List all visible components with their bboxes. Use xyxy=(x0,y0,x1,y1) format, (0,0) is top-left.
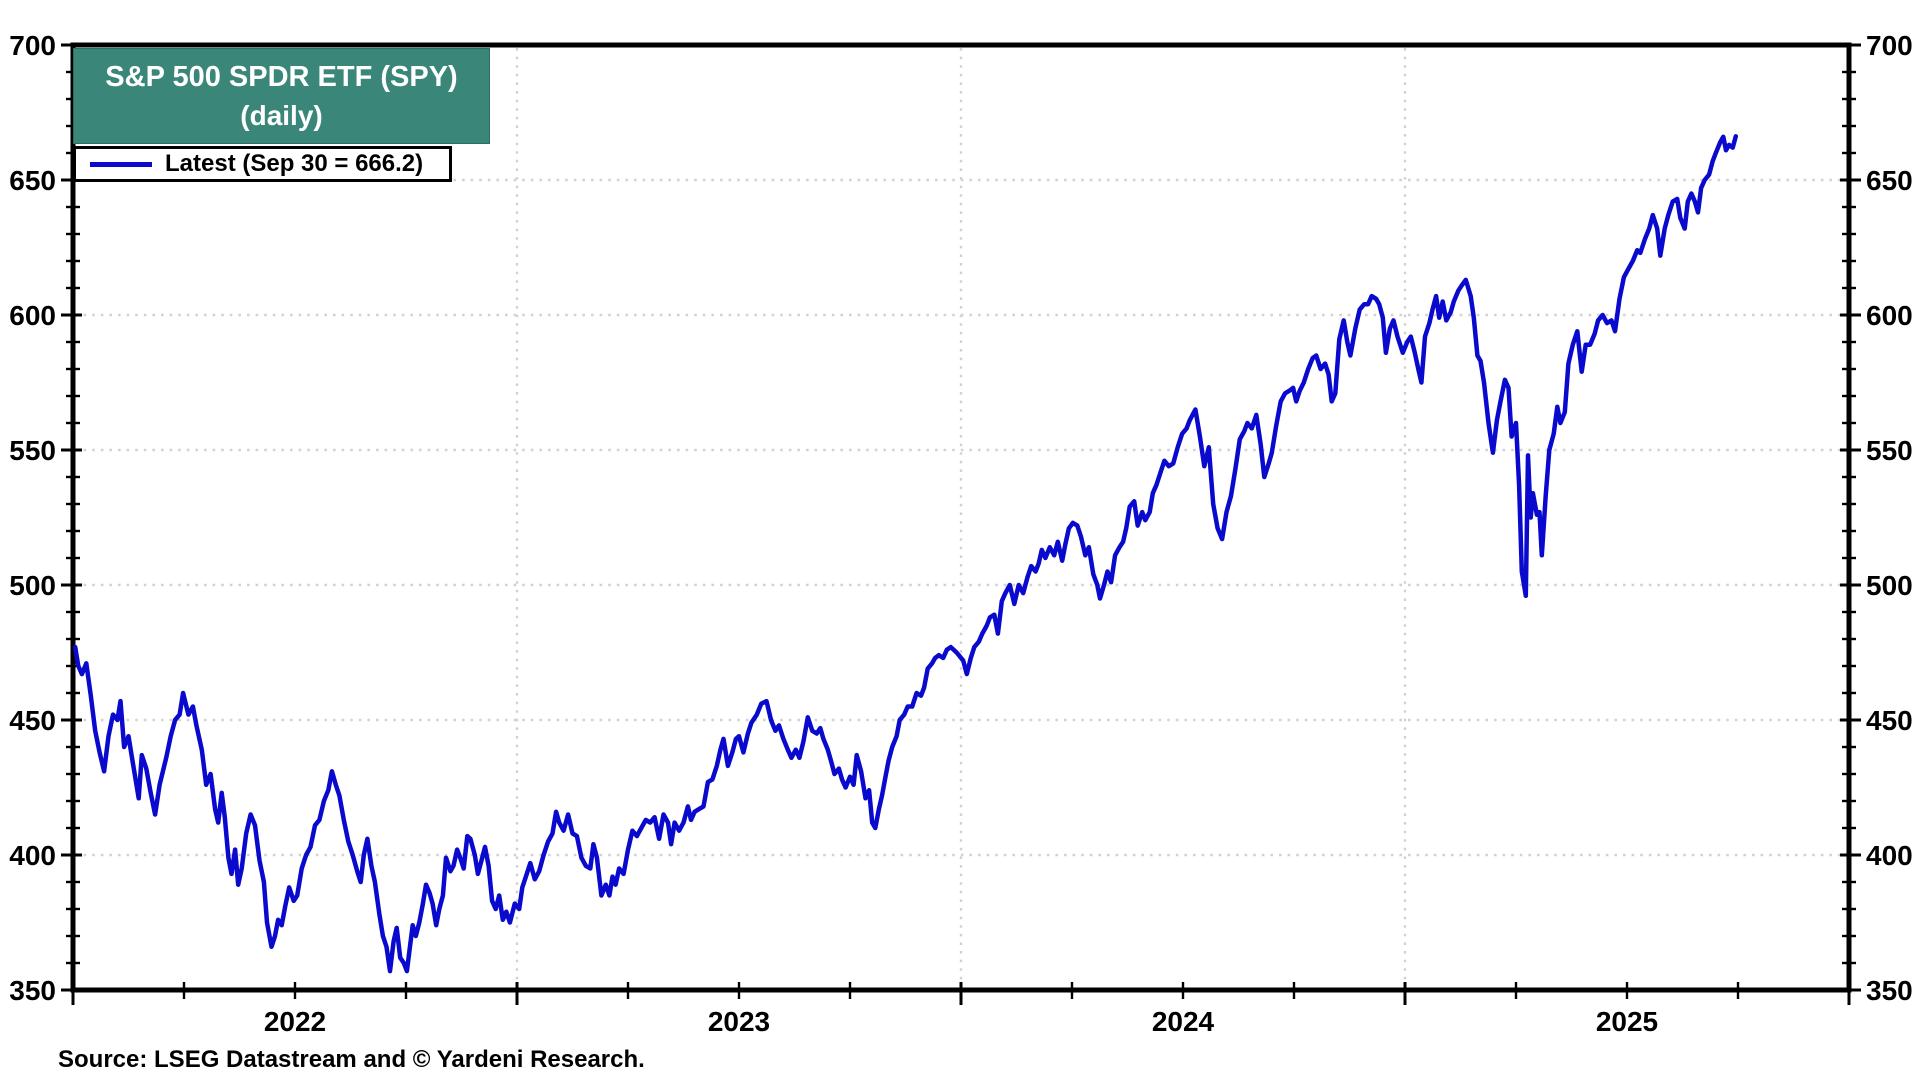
y-axis-label-right: 650 xyxy=(1866,165,1913,196)
y-axis-label-left: 450 xyxy=(9,705,56,736)
y-axis-label-left: 400 xyxy=(9,840,56,871)
y-axis-label-left: 700 xyxy=(9,30,56,61)
y-axis-label-right: 500 xyxy=(1866,570,1913,601)
price-line xyxy=(72,134,1739,974)
y-axis-label-right: 600 xyxy=(1866,300,1913,331)
x-axis-year-label: 2022 xyxy=(264,1006,326,1037)
chart-title-box: S&P 500 SPDR ETF (SPY) (daily) xyxy=(73,48,490,144)
y-axis-label-left: 550 xyxy=(9,435,56,466)
y-axis-label-right: 350 xyxy=(1866,975,1913,1006)
x-axis-year-label: 2025 xyxy=(1596,1006,1658,1037)
chart-subtitle: (daily) xyxy=(240,100,323,131)
y-axis-label-right: 400 xyxy=(1866,840,1913,871)
y-axis-label-left: 650 xyxy=(9,165,56,196)
gridlines xyxy=(75,48,1847,987)
chart-title: S&P 500 SPDR ETF (SPY) xyxy=(105,61,458,93)
x-axis-year-label: 2023 xyxy=(708,1006,770,1037)
axis-labels: 350 350 400 400 450 450 500 500 550 550 600 600 650 6… xyxy=(9,30,1912,1037)
legend-label: Latest (Sep 30 = 666.2) xyxy=(165,150,424,177)
source-note: Source: LSEG Datastream and © Yardeni Re… xyxy=(58,1046,645,1073)
plot-frame xyxy=(70,42,1852,993)
y-axis-label-right: 450 xyxy=(1866,705,1913,736)
y-axis-label-left: 350 xyxy=(9,975,56,1006)
y-axis-label-right: 550 xyxy=(1866,435,1913,466)
legend: Latest (Sep 30 = 666.2) xyxy=(73,146,452,182)
y-axis-label-right: 700 xyxy=(1866,30,1913,61)
legend-line-swatch xyxy=(90,161,152,167)
y-axis-label-left: 500 xyxy=(9,570,56,601)
axis-ticks xyxy=(61,43,1861,1005)
y-axis-label-left: 600 xyxy=(9,300,56,331)
x-axis-year-label: 2024 xyxy=(1152,1006,1215,1037)
